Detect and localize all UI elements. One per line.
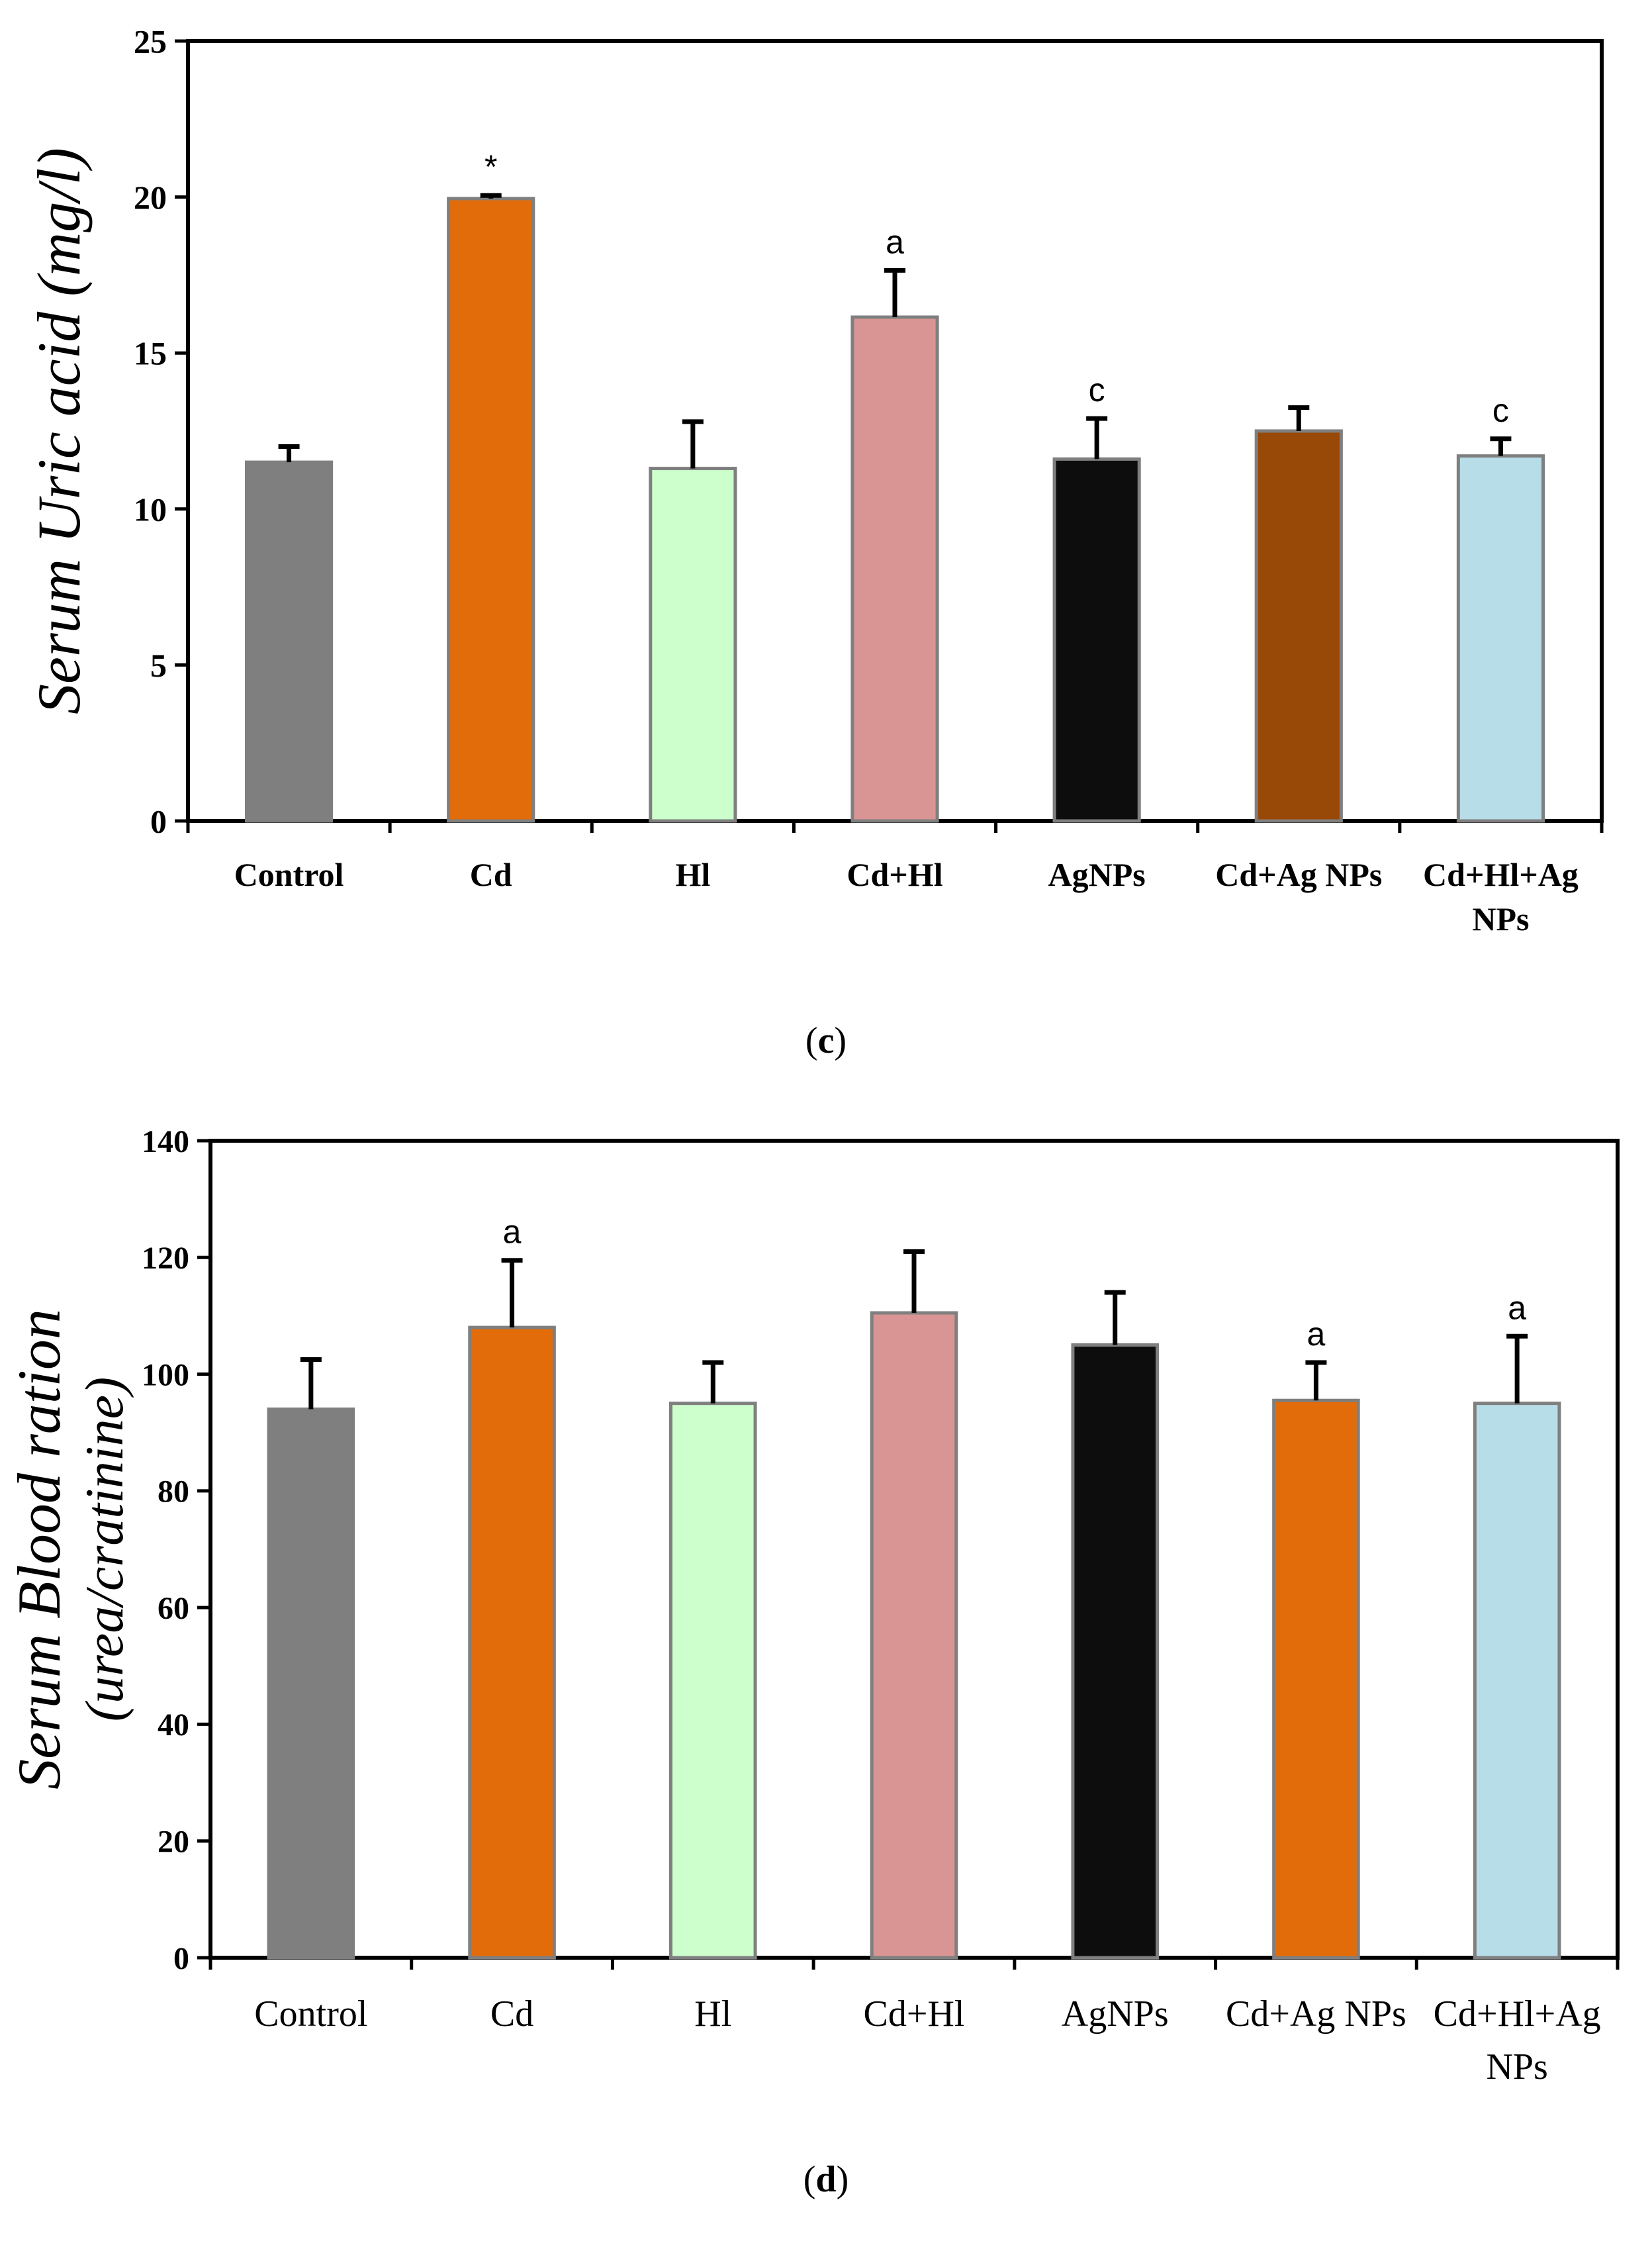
caption-c-letter: c bbox=[817, 1020, 835, 1061]
y-tick-label-c-3: 15 bbox=[134, 335, 167, 372]
category-label-d-6-line2: NPs bbox=[1486, 2046, 1547, 2087]
caption-d-open: ( bbox=[803, 2159, 816, 2200]
significance-label-d-5: a bbox=[1307, 1316, 1326, 1353]
significance-label-d-1: a bbox=[503, 1214, 522, 1251]
category-label-c-1: Cd bbox=[470, 856, 512, 893]
caption-d-letter: d bbox=[815, 2159, 837, 2200]
bar-c-5 bbox=[1254, 429, 1343, 823]
y-tick-label-d-2: 40 bbox=[158, 1707, 189, 1743]
y-axis-label-c: Serum Uric acid (mg/l) bbox=[25, 148, 93, 714]
y-tick-label-c-4: 20 bbox=[134, 179, 167, 216]
figure-panel-d: 0 20 40 60 80 100 120 140 Control a Cd Hl Cd+Hl AgNPs… bbox=[0, 1126, 1652, 2251]
caption-d: (d) bbox=[0, 2158, 1652, 2201]
category-label-d-6-line1: Cd+Hl+Ag bbox=[1434, 1993, 1601, 2035]
category-label-c-3: Cd+Hl bbox=[847, 856, 942, 893]
category-label-c-6-line1: Cd+Hl+Ag bbox=[1423, 856, 1579, 893]
bar-d-4 bbox=[1071, 1343, 1159, 1960]
bar-c-4 bbox=[1052, 457, 1141, 823]
bar-c-1 bbox=[447, 197, 535, 823]
y-axis-label-d-line1: Serum Blood ration bbox=[5, 1309, 73, 1790]
bar-d-5 bbox=[1272, 1398, 1360, 1960]
category-label-c-5: Cd+Ag NPs bbox=[1215, 856, 1382, 893]
chart-c: 0 5 10 15 20 25 Control * Cd Hl a Cd+Hl c AgNPs Cd+Ag … bbox=[25, 23, 1604, 937]
caption-c-open: ( bbox=[805, 1020, 818, 1061]
bar-d-3 bbox=[870, 1311, 958, 1960]
bar-d-6 bbox=[1473, 1402, 1561, 1960]
y-tick-label-d-1: 20 bbox=[158, 1825, 189, 1860]
category-label-c-2: Hl bbox=[675, 856, 710, 893]
category-label-c-0: Control bbox=[234, 856, 344, 893]
caption-d-close: ) bbox=[836, 2159, 849, 2200]
y-tick-label-d-7: 140 bbox=[142, 1126, 189, 1159]
y-tick-label-c-0: 0 bbox=[150, 803, 167, 840]
category-label-d-1: Cd bbox=[490, 1993, 533, 2035]
figure-panel-c: 0 5 10 15 20 25 Control * Cd Hl a Cd+Hl c AgNPs Cd+Ag … bbox=[0, 23, 1652, 1062]
y-tick-label-d-0: 0 bbox=[173, 1941, 189, 1976]
bar-c-6 bbox=[1456, 454, 1545, 823]
significance-label-c-6: c bbox=[1492, 392, 1509, 429]
bar-d-0 bbox=[267, 1407, 355, 1960]
category-label-d-5: Cd+Ag NPs bbox=[1226, 1993, 1406, 2035]
y-tick-label-c-2: 10 bbox=[134, 491, 167, 528]
chart-d: 0 20 40 60 80 100 120 140 Control a Cd Hl Cd+Hl AgNPs… bbox=[5, 1126, 1620, 2087]
y-tick-label-c-5: 25 bbox=[134, 23, 167, 60]
category-label-d-0: Control bbox=[254, 1993, 367, 2035]
category-label-c-6-line2: NPs bbox=[1472, 900, 1529, 937]
bar-d-1 bbox=[468, 1325, 556, 1960]
caption-c-close: ) bbox=[834, 1020, 847, 1061]
significance-label-d-6: a bbox=[1508, 1289, 1526, 1326]
bar-d-2 bbox=[669, 1402, 757, 1960]
category-label-c-4: AgNPs bbox=[1048, 856, 1146, 893]
y-tick-label-d-6: 120 bbox=[142, 1241, 189, 1276]
category-label-d-2: Hl bbox=[694, 1993, 731, 2035]
significance-label-c-3: a bbox=[886, 223, 904, 260]
y-axis-label-d-line2: (urea/cratinine) bbox=[74, 1377, 134, 1722]
bar-c-2 bbox=[649, 467, 737, 823]
y-tick-label-c-1: 5 bbox=[150, 647, 167, 684]
significance-label-c-1: * bbox=[484, 148, 497, 185]
caption-c: (c) bbox=[0, 1020, 1652, 1062]
bar-c-0 bbox=[244, 460, 334, 823]
category-label-d-4: AgNPs bbox=[1062, 1993, 1169, 2035]
y-tick-label-d-5: 100 bbox=[142, 1357, 189, 1392]
y-tick-label-d-3: 60 bbox=[158, 1591, 189, 1626]
bar-c-3 bbox=[850, 315, 939, 823]
category-label-d-3: Cd+Hl bbox=[864, 1993, 965, 2035]
y-tick-label-d-4: 80 bbox=[158, 1474, 189, 1509]
significance-label-c-4: c bbox=[1089, 371, 1105, 408]
